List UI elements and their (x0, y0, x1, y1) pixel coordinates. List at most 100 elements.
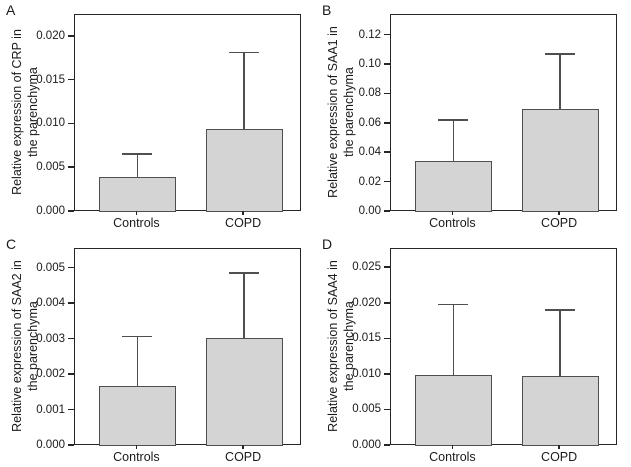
panel-c: C Relative expression of SAA2 in the par… (0, 234, 315, 467)
y-tick-label: 0.002 (36, 368, 65, 380)
y-tick (384, 33, 390, 36)
y-tick-label: 0.025 (352, 261, 381, 274)
plot-area-c (74, 248, 301, 446)
y-tick-label: 0.015 (36, 73, 65, 86)
bar-controls (98, 176, 176, 212)
error-bar-line (136, 335, 139, 386)
panel-b: B Relative expression of SAA1 in the par… (316, 0, 631, 233)
y-tick (68, 166, 74, 168)
y-tick (384, 63, 390, 65)
error-bar-cap (122, 335, 153, 338)
panel-letter-a: A (6, 2, 16, 18)
error-bar-line (136, 153, 139, 177)
panel-letter-c: C (6, 236, 17, 252)
y-tick (68, 266, 74, 269)
y-tick (384, 92, 390, 95)
y-tick (68, 408, 74, 411)
y-tick-label: 0.02 (358, 175, 381, 188)
y-tick-label: 0.08 (358, 87, 381, 100)
y-tick-label: 0.000 (36, 439, 65, 451)
y-tick (384, 266, 390, 268)
bar-controls (98, 385, 176, 446)
x-tick-label-copd: COPD (225, 216, 262, 230)
y-tick (384, 373, 390, 375)
y-tick-label: 0.003 (36, 332, 65, 345)
y-tick-label: 0.015 (352, 332, 381, 345)
y-tick (384, 302, 390, 304)
error-bar-cap (122, 153, 153, 155)
y-tick-label: 0.004 (36, 297, 65, 310)
error-bar-line (452, 119, 455, 161)
y-tick-label: 0.005 (36, 261, 65, 274)
y-tick (68, 210, 74, 212)
y-tick-label: 0.020 (36, 29, 65, 42)
x-tick-label-controls: Controls (113, 216, 160, 230)
x-tick-label-copd: COPD (225, 450, 262, 464)
y-tick (68, 373, 74, 375)
bar-copd (205, 338, 283, 446)
bar-copd (521, 376, 599, 446)
panel-letter-b: B (322, 2, 332, 18)
bar-copd (205, 128, 283, 212)
x-tick-label-controls: Controls (429, 450, 476, 464)
y-tick (68, 35, 74, 37)
y-tick (384, 151, 390, 153)
x-tick (558, 445, 560, 449)
panel-letter-d: D (322, 236, 333, 252)
y-tick-label: 0.04 (358, 146, 381, 159)
y-tick-label: 0.000 (352, 439, 381, 451)
y-tick-label: 0.10 (358, 57, 381, 70)
y-tick (384, 408, 390, 411)
y-tick (68, 337, 74, 340)
y-tick-label: 0.12 (358, 28, 381, 41)
y-tick (68, 444, 74, 446)
x-tick-label-copd: COPD (541, 450, 578, 464)
error-bar-cap (229, 272, 260, 274)
y-tick (384, 210, 390, 212)
y-tick-label: 0.005 (352, 403, 381, 416)
error-bar-line (559, 309, 561, 377)
y-tick-label: 0.005 (36, 161, 65, 174)
error-bar-cap (438, 119, 469, 121)
error-bar-line (452, 303, 455, 375)
x-tick-label-copd: COPD (541, 216, 578, 230)
y-tick-label: 0.06 (358, 116, 381, 129)
y-tick (384, 122, 390, 124)
plot-area-b (390, 14, 617, 212)
x-tick (135, 211, 138, 215)
error-bar-cap (545, 53, 576, 55)
error-bar-cap (438, 303, 469, 306)
bar-copd (521, 109, 599, 212)
error-bar-cap (545, 309, 576, 311)
x-tick (242, 445, 244, 449)
error-bar-line (243, 51, 245, 129)
plot-area-a (74, 14, 301, 212)
y-tick (68, 78, 74, 81)
y-tick (384, 337, 390, 340)
x-tick (135, 445, 138, 449)
bar-controls (414, 160, 492, 212)
plot-area-d (390, 248, 617, 446)
y-tick (384, 180, 390, 183)
x-tick-label-controls: Controls (429, 216, 476, 230)
y-tick (68, 302, 74, 304)
error-bar-line (559, 53, 561, 110)
y-tick-label: 0.001 (36, 403, 65, 416)
x-tick (451, 445, 454, 449)
y-tick-label: 0.020 (352, 296, 381, 309)
error-bar-cap (229, 51, 260, 54)
x-tick (558, 211, 560, 215)
x-tick (451, 211, 454, 215)
x-tick-label-controls: Controls (113, 450, 160, 464)
y-tick-label: 0.00 (358, 205, 381, 217)
x-tick (242, 211, 244, 215)
bar-controls (414, 374, 492, 446)
y-tick-label: 0.010 (352, 367, 381, 380)
y-tick-label: 0.010 (36, 117, 65, 130)
y-tick (384, 444, 390, 446)
error-bar-line (243, 272, 245, 339)
y-tick (68, 122, 74, 125)
y-tick-label: 0.000 (36, 205, 65, 217)
panel-a: A Relative expression of CRP in the pare… (0, 0, 315, 233)
